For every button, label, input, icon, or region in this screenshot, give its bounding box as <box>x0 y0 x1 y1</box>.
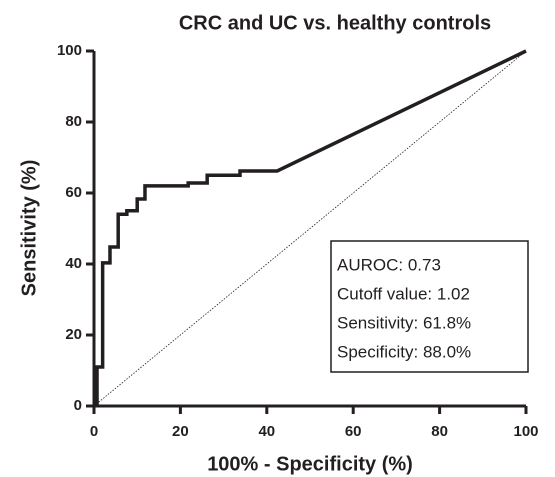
reference-line <box>93 50 527 407</box>
annotation-box <box>330 240 529 373</box>
y-tick-label: 80 <box>65 113 82 130</box>
y-tick-label: 100 <box>57 42 82 59</box>
y-tick-label: 20 <box>65 326 82 343</box>
annotation: AUROC: 0.73 <box>337 255 441 274</box>
y-tick-label: 40 <box>65 255 82 272</box>
chart-title: CRC and UC vs. healthy controls <box>179 12 491 34</box>
x-tick-label: 100 <box>513 423 538 440</box>
x-tick-label: 40 <box>258 423 275 440</box>
x-tick-label: 20 <box>172 423 189 440</box>
x-tick-label: 60 <box>345 423 362 440</box>
x-axis-label: 100% - Specificity (%) <box>207 453 413 475</box>
annotation: Cutoff value: 1.02 <box>337 284 470 303</box>
y-tick-label: 0 <box>74 397 82 414</box>
x-tick-label: 80 <box>431 423 448 440</box>
y-tick-label: 60 <box>65 184 82 201</box>
roc-curve <box>95 49 527 406</box>
annotation: Specificity: 88.0% <box>337 342 471 361</box>
x-tick-label: 0 <box>90 423 98 440</box>
annotation: Sensitivity: 61.8% <box>337 313 471 332</box>
y-axis-label: Sensitivity (%) <box>18 160 40 297</box>
